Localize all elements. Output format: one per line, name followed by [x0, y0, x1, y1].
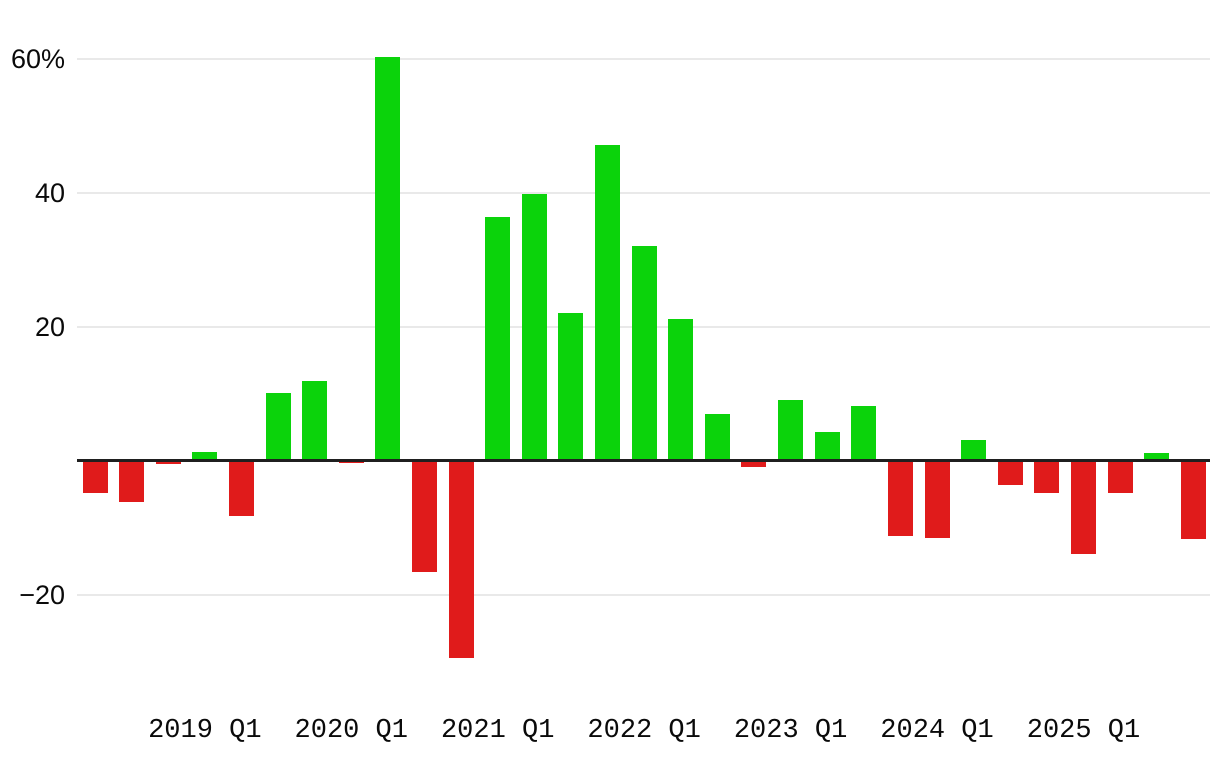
bar-2022-q1 [631, 246, 657, 461]
bar-2024-q3 [997, 460, 1023, 485]
bar-2021-q1 [485, 217, 511, 461]
bar-2018-q4 [155, 460, 181, 465]
bar-2022-q4 [741, 460, 767, 468]
bar-2024-q1 [924, 460, 950, 538]
x-axis-tick-label: 2021 Q1 [440, 716, 555, 746]
bar-2020-q3 [411, 460, 437, 572]
zero-baseline [77, 459, 1210, 463]
bar-2023-q3 [851, 406, 877, 461]
bar-2019-q3 [265, 393, 291, 461]
x-axis-tick-label: 2023 Q1 [733, 716, 848, 746]
gridline-40 [77, 191, 1210, 194]
y-axis-tick-label: −20 [19, 579, 65, 610]
bar-2023-q2 [814, 431, 840, 461]
bar-2025-q4 [1180, 460, 1206, 540]
gridline--20 [77, 593, 1210, 596]
bar-2019-q1 [192, 451, 218, 461]
x-axis-tick-label: 2019 Q1 [148, 716, 262, 746]
bar-2024-q4 [1034, 460, 1060, 494]
bar-2025-q3 [1144, 452, 1170, 461]
bar-2021-q2 [521, 194, 547, 461]
bar-2023-q4 [887, 460, 913, 537]
gridline-60 [77, 58, 1210, 60]
bar-2024-q2 [961, 439, 987, 461]
bar-2025-q2 [1107, 460, 1133, 494]
x-axis-tick-label: 2024 Q1 [880, 716, 994, 746]
bar-2019-q2 [228, 460, 254, 517]
bar-2020-q4 [448, 460, 474, 658]
x-axis-tick-label: 2025 Q1 [1026, 716, 1141, 746]
bar-2022-q2 [668, 318, 694, 461]
bar-2023-q1 [778, 400, 804, 461]
bar-2022-q3 [704, 413, 730, 461]
bar-2018-q2 [82, 460, 108, 493]
bar-2021-q4 [595, 144, 621, 461]
x-axis-tick-label: 2020 Q1 [294, 716, 408, 746]
bar-2021-q3 [558, 313, 584, 461]
bar-2020-q2 [375, 56, 401, 461]
bar-2018-q3 [119, 460, 145, 502]
x-axis-tick-label: 2022 Q1 [587, 716, 701, 746]
y-axis-tick-label: 60% [10, 44, 65, 74]
y-axis-tick-label: 20 [34, 311, 65, 342]
y-axis-tick-label: 40 [34, 177, 65, 208]
bar-2025-q1 [1070, 460, 1096, 555]
bar-2019-q4 [302, 381, 328, 461]
